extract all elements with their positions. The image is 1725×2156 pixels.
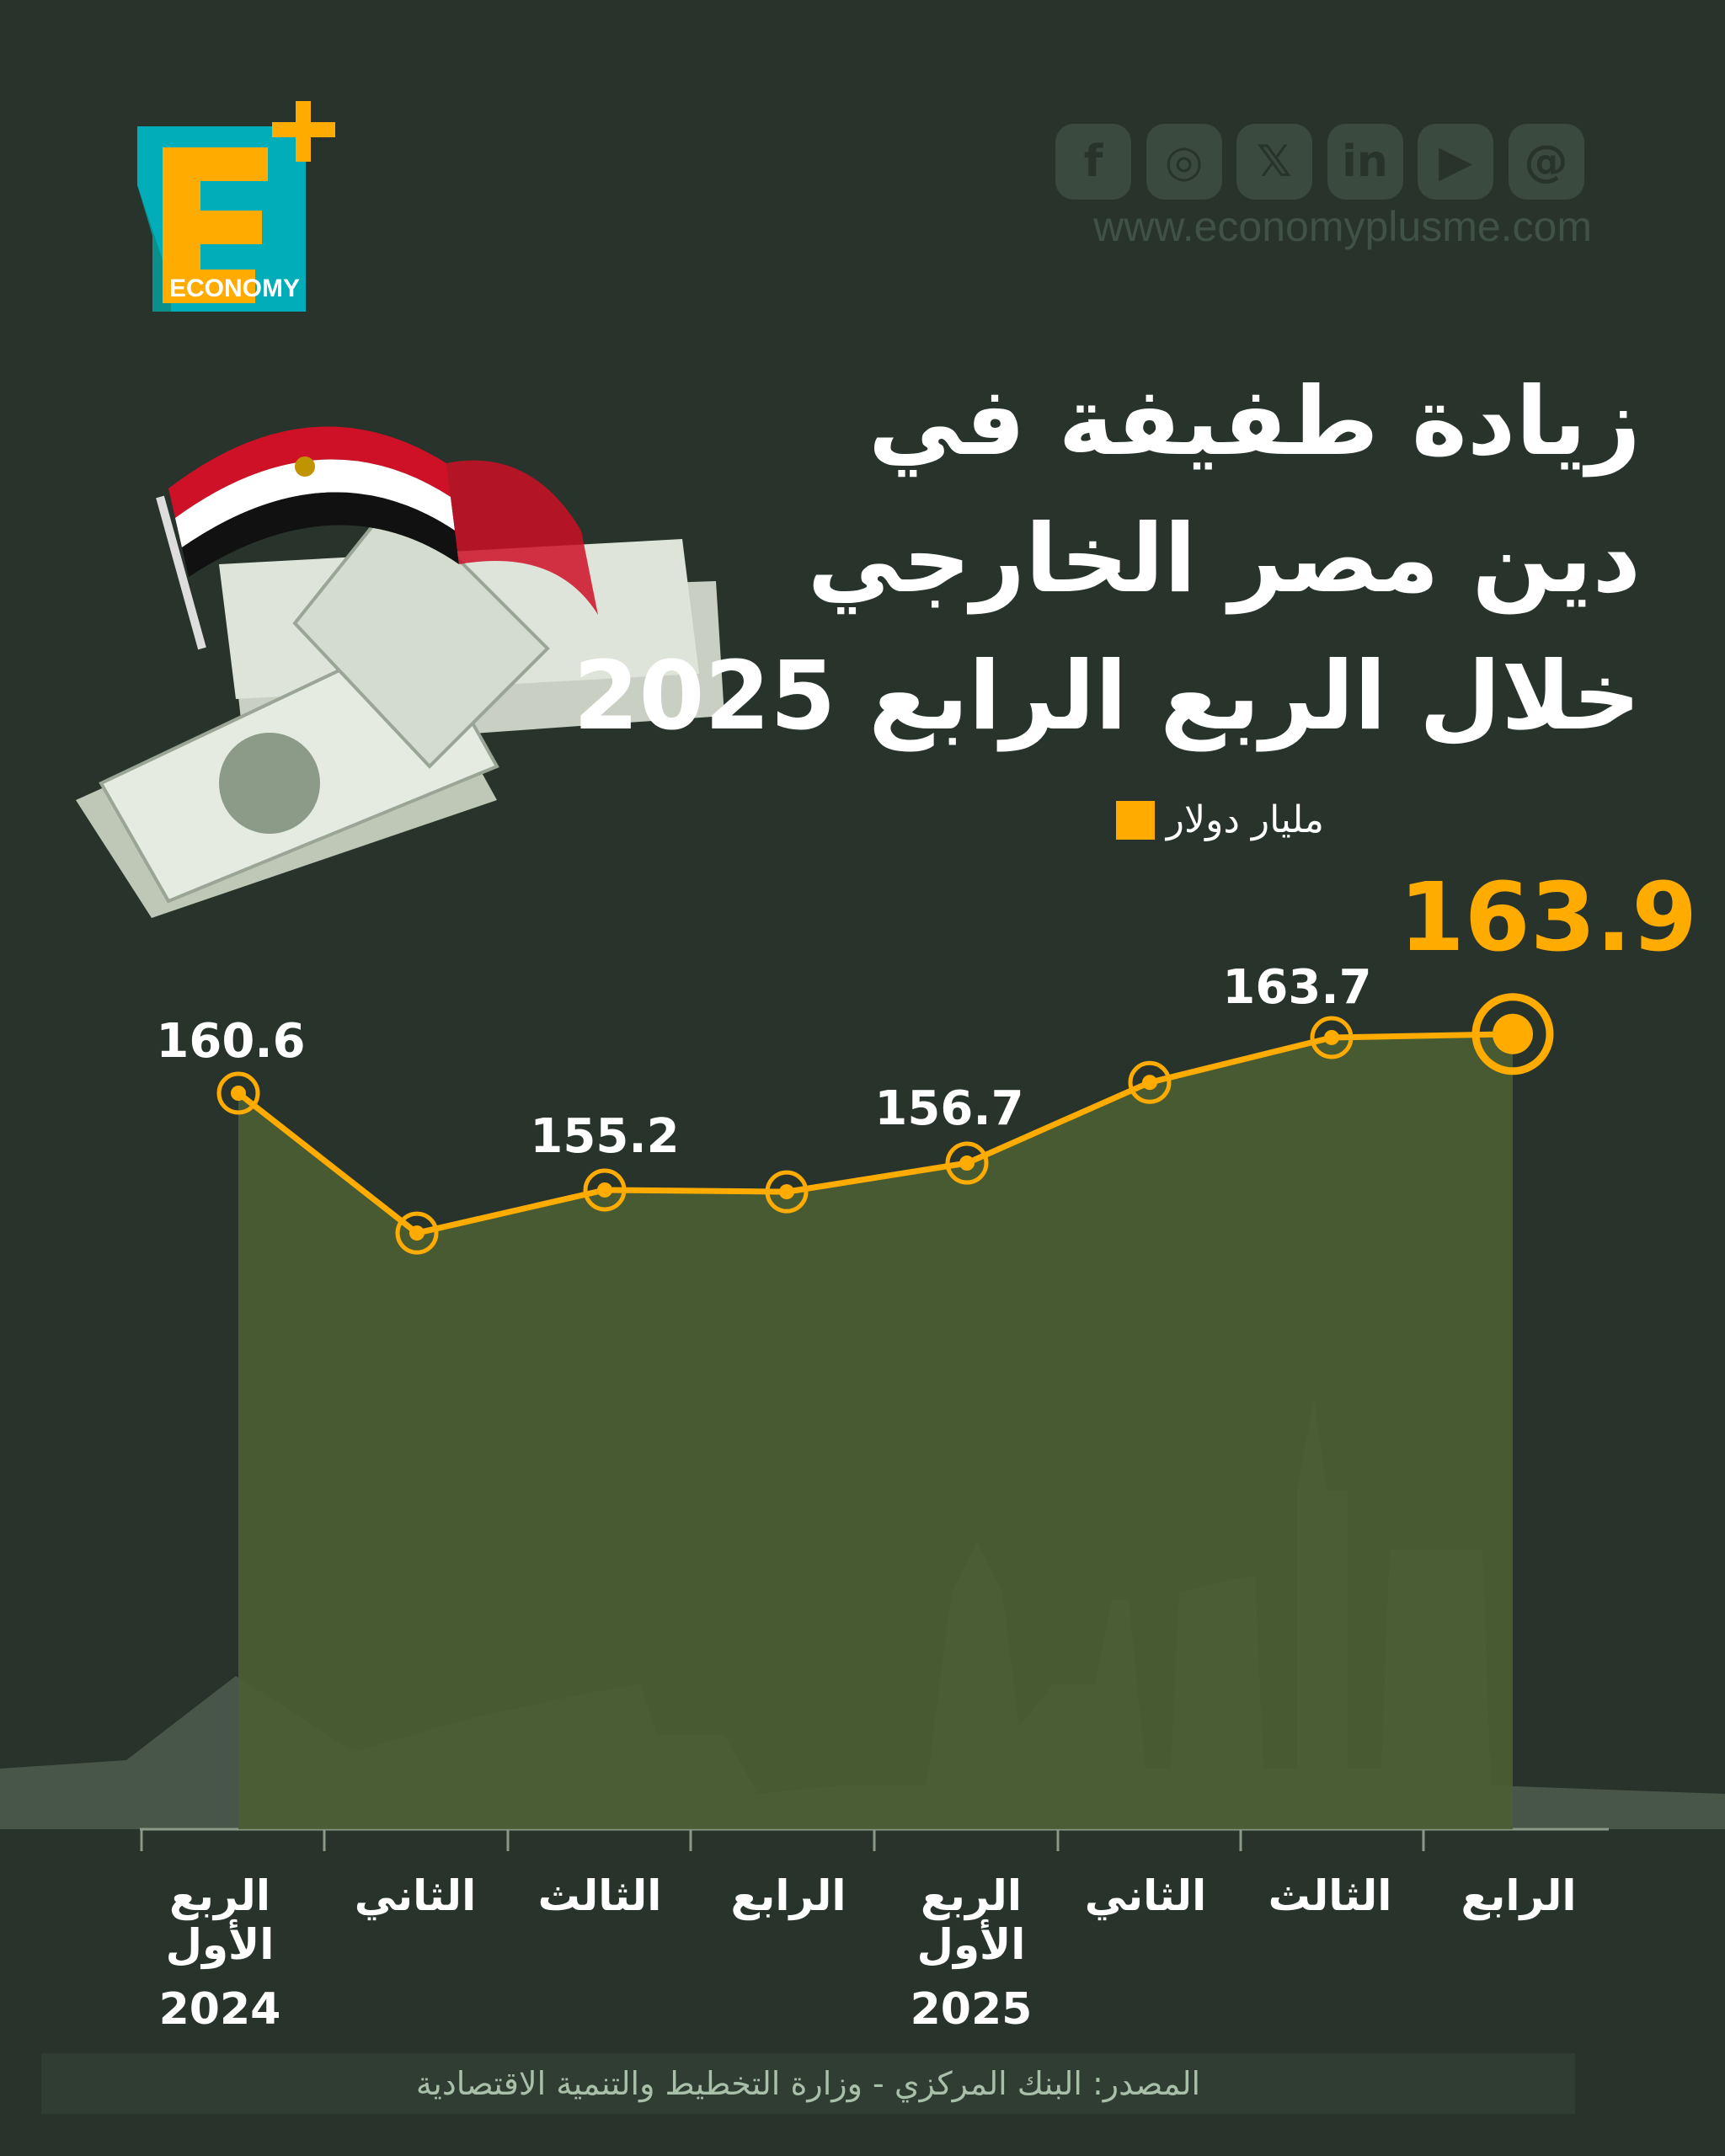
data-point-ring [395,1211,439,1255]
data-label: 163.9 [1399,863,1697,973]
page-title: زيادة طفيفة في دين مصر الخارجي خلال الرب… [573,354,1641,766]
x-tick-label: الرابع [1461,1871,1577,1920]
website-url[interactable]: www.economyplusme.com [1093,203,1592,250]
skyline-silhouette [0,1398,1725,1829]
data-point-ring [583,1168,627,1212]
title-line-2: دين مصر الخارجي [807,504,1641,614]
data-point-ring [1128,1060,1172,1104]
data-point [779,1184,794,1200]
area-fill [238,1033,1513,1829]
x-tick-label: الثالث [537,1871,662,1920]
source-bar: المصدر: البنك المركزي - وزارة التخطيط وا… [41,2053,1575,2114]
year-label: 2025 [910,1984,1033,2035]
economy-logo: ECONOMY [137,101,335,312]
data-label: 156.7 [874,1081,1023,1136]
data-point-ring [945,1141,989,1185]
chart-legend: مليار دولار [1115,798,1324,841]
title-line-1: زيادة طفيفة في [868,367,1641,477]
plot-area: 160.6 155.2 156.7 163.7 163.9 [156,863,1697,1829]
legend-label: مليار دولار [1166,798,1324,841]
x-axis [140,1828,1609,1851]
money-flag-illustration [76,426,724,918]
title-line-3: خلال الربع الرابع 2025 [573,642,1641,751]
data-point-ring [216,1071,260,1115]
data-label: 163.7 [1222,960,1371,1015]
data-point [231,1086,246,1101]
x-tick-label: الثاني [354,1871,477,1920]
data-point [1324,1029,1339,1045]
x-tick-label: الربع الأول [916,1871,1026,1969]
legend-swatch [1115,800,1155,840]
series-line [236,1031,1514,1236]
data-point [597,1182,612,1198]
data-label: 160.6 [156,1014,305,1069]
data-point [409,1225,425,1241]
data-point-ring [1471,993,1554,1075]
youtube-icon[interactable]: ▶ [1418,124,1493,200]
x-tick-label: الثاني [1084,1871,1207,1920]
year-label: 2024 [158,1984,281,2035]
data-point-ring [1310,1016,1354,1059]
data-point [1142,1075,1157,1091]
logo-text: ECONOMY [169,275,300,302]
data-point-ring [765,1170,809,1214]
threads-icon[interactable]: @ [1508,124,1584,200]
money-stack-icon [76,494,724,918]
source-text: المصدر: البنك المركزي - وزارة التخطيط وا… [415,2065,1201,2102]
instagram-icon[interactable]: ◎ [1146,124,1222,200]
data-point [1493,1013,1533,1054]
data-point [959,1155,975,1171]
data-label: 155.2 [530,1109,679,1164]
x-tick-label: الرابع [730,1871,846,1920]
egypt-flag-icon [156,426,598,650]
x-tick-label: الثالث [1268,1871,1392,1920]
linkedin-icon[interactable]: in [1327,124,1403,200]
x-icon[interactable]: 𝕏 [1236,124,1312,200]
facebook-icon[interactable]: f [1055,124,1131,200]
x-tick-label: الربع الأول [165,1871,275,1969]
